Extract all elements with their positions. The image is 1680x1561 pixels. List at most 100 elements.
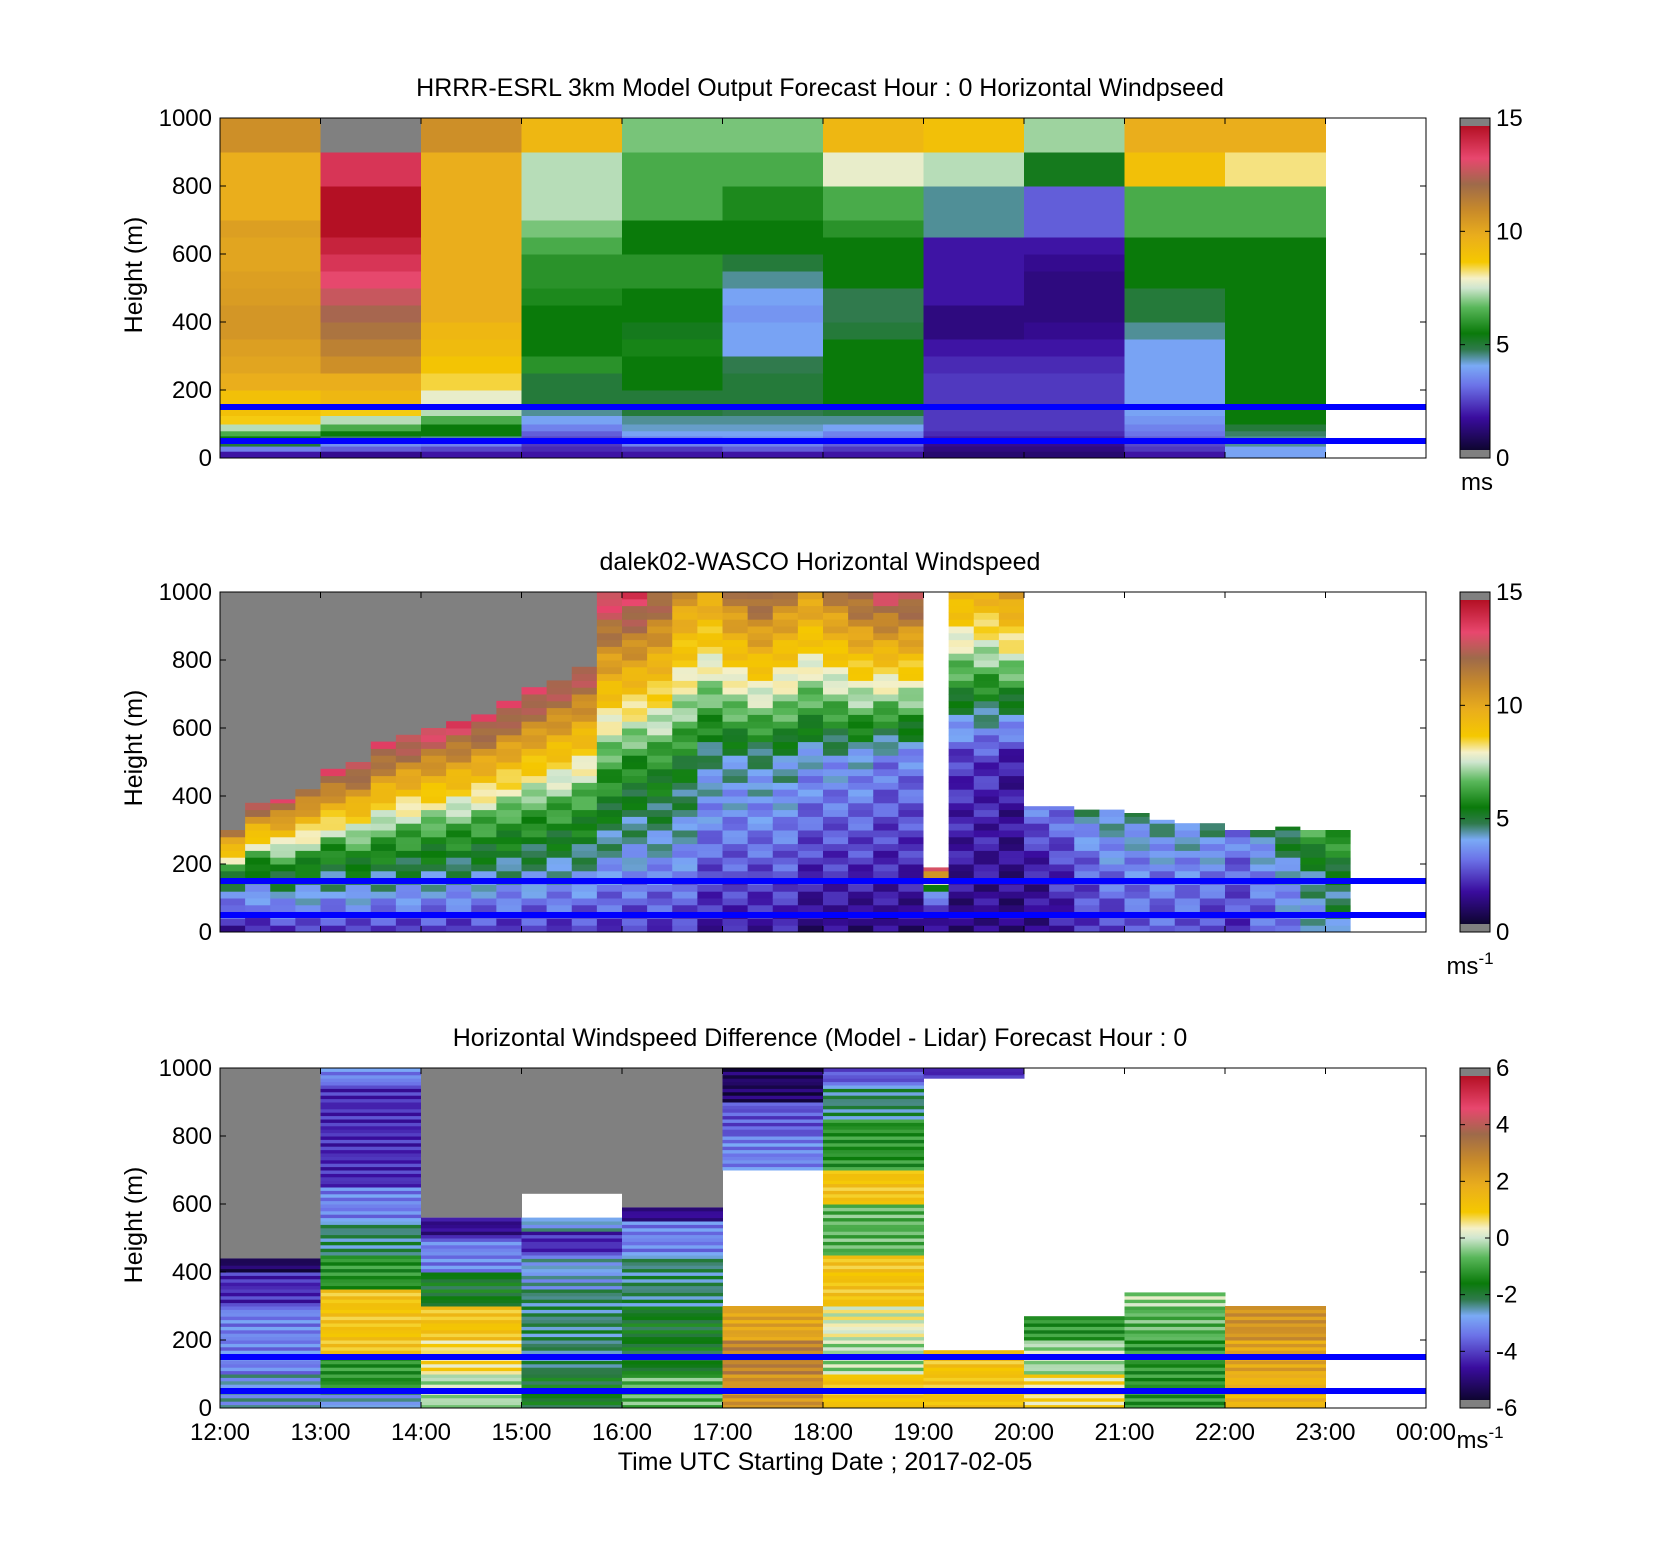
difference-cell	[220, 1299, 321, 1304]
lidar-cell	[421, 816, 447, 824]
lidar-cell	[245, 918, 271, 926]
model-cell	[1225, 237, 1326, 255]
lidar-cell	[848, 816, 874, 824]
lidar-cell	[898, 823, 924, 831]
lidar-cell	[446, 796, 472, 804]
difference-cell	[320, 1183, 422, 1188]
lidar-cell	[823, 755, 849, 763]
model-cell	[1024, 322, 1125, 340]
lidar-cell	[772, 728, 799, 736]
lidar-cell	[797, 612, 824, 620]
model-cell	[722, 237, 824, 255]
lidar-cell	[697, 700, 723, 709]
model-cell	[722, 186, 824, 221]
difference-cell	[320, 1346, 422, 1351]
difference-cell	[923, 1401, 1025, 1406]
lidar-cell	[848, 843, 874, 851]
lidar-cell	[496, 898, 522, 906]
difference-cell	[220, 1289, 321, 1293]
model-cell	[1024, 152, 1125, 187]
difference-cell	[320, 1105, 422, 1110]
difference-cell	[220, 1377, 321, 1382]
lidar-cell	[973, 700, 1000, 709]
lidar-cell	[622, 700, 648, 709]
lidar-cell	[948, 646, 975, 654]
lidar-cell	[647, 707, 673, 715]
lidar-cell	[421, 830, 447, 838]
lidar-cell	[1225, 884, 1251, 892]
lidar-cell	[672, 802, 698, 811]
model-cell	[722, 390, 824, 408]
lidar-cell	[245, 843, 271, 851]
lidar-cell	[622, 823, 648, 831]
lidar-cell	[622, 626, 648, 634]
difference-cell	[823, 1166, 924, 1171]
difference-cell	[1124, 1340, 1226, 1344]
model-cell	[220, 237, 321, 255]
difference-cell	[320, 1401, 422, 1406]
model-cell	[1024, 254, 1125, 272]
lidar-cell	[873, 605, 899, 613]
difference-cell	[421, 1394, 522, 1399]
difference-cell	[823, 1299, 924, 1304]
lidar-cell	[596, 884, 623, 892]
lidar-cell	[496, 816, 522, 824]
difference-cell	[1124, 1306, 1226, 1310]
difference-cell	[320, 1285, 422, 1290]
lidar-cell	[697, 694, 723, 702]
difference-cell	[1024, 1397, 1125, 1402]
difference-cell	[722, 1404, 824, 1409]
difference-cell	[1225, 1380, 1326, 1385]
lidar-cell	[345, 796, 372, 804]
lidar-cell	[1099, 830, 1125, 838]
model-cell	[722, 446, 824, 452]
lidar-cell	[722, 728, 749, 736]
lidar-cell	[596, 816, 623, 824]
lidar-cell	[823, 762, 849, 770]
lidar-cell	[722, 632, 749, 641]
lidar-cell	[722, 898, 749, 906]
colorbar-under	[1460, 1400, 1490, 1408]
difference-cell	[823, 1404, 924, 1409]
lidar-cell	[722, 830, 749, 838]
model-cell	[1124, 356, 1226, 374]
lidar-cell	[722, 666, 749, 675]
model-cell	[1024, 305, 1125, 323]
lidar-cell	[521, 687, 548, 695]
lidar-cell	[1049, 891, 1075, 899]
lidar-cell	[345, 925, 372, 933]
lidar-cell	[823, 592, 849, 600]
lidar-cell	[1300, 857, 1326, 865]
lidar-cell	[998, 687, 1025, 695]
lidar-cell	[948, 653, 975, 661]
lidar-cell	[647, 830, 673, 838]
lidar-cell	[1049, 857, 1075, 865]
difference-cell	[521, 1221, 623, 1225]
lidar-cell	[1124, 816, 1151, 824]
lidar-cell	[747, 762, 774, 770]
lidar-cell	[395, 809, 422, 817]
difference-cell	[1124, 1401, 1226, 1406]
difference-cell	[320, 1180, 422, 1185]
difference-cell	[521, 1302, 623, 1307]
lidar-cell	[772, 694, 799, 702]
difference-cell	[421, 1363, 522, 1368]
lidar-cell	[546, 748, 573, 756]
lidar-cell	[973, 870, 1000, 879]
lidar-cell	[647, 891, 673, 899]
lidar-cell	[923, 918, 950, 926]
lidar-cell	[747, 775, 774, 783]
difference-cell	[722, 1367, 824, 1372]
difference-cell	[722, 1380, 824, 1385]
lidar-cell	[320, 782, 347, 790]
difference-cell	[320, 1204, 422, 1208]
lidar-cell	[672, 870, 698, 879]
model-cell	[823, 373, 924, 391]
lidar-cell	[1199, 891, 1226, 899]
x-tick-label: 16:00	[592, 1419, 652, 1446]
lidar-cell	[1099, 925, 1125, 933]
lidar-cell	[697, 870, 723, 879]
lidar-cell	[596, 775, 623, 783]
lidar-cell	[923, 870, 950, 879]
